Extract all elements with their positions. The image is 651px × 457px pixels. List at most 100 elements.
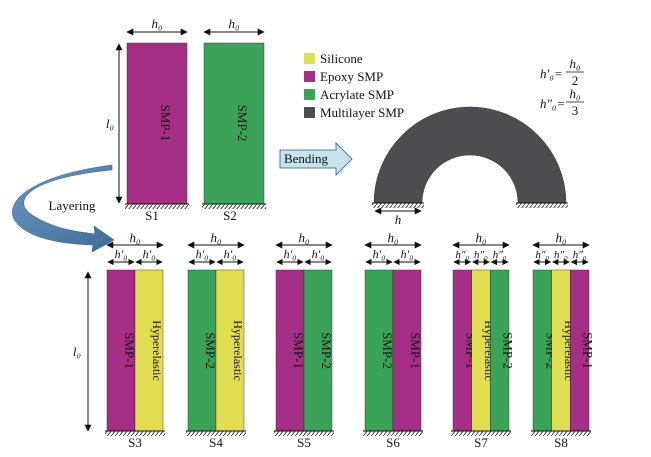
layer-strip <box>134 269 164 432</box>
l0-label: l₀ <box>106 116 114 131</box>
multilayer-arch: h <box>372 106 568 227</box>
sample-id: S2 <box>223 208 237 223</box>
sub-width-label: h″₀ <box>474 249 488 261</box>
sub-width-label: h′₀ <box>284 247 297 261</box>
h0-label: h₀ <box>151 16 162 31</box>
svg-text:2: 2 <box>572 73 579 88</box>
h0-label: h₀ <box>210 230 221 245</box>
sub-width-label: h′₀ <box>401 247 414 261</box>
fixed-base-hatch <box>105 431 165 436</box>
legend-label: Epoxy SMP <box>320 69 383 84</box>
fixed-base-hatch <box>372 203 424 208</box>
fixed-base-hatch <box>531 431 591 436</box>
sub-width-label: h′₀ <box>312 247 325 261</box>
legend-label: Multilayer SMP <box>320 105 404 120</box>
smp1-strip <box>126 42 188 205</box>
formula-hpp: h″₀= h₀ 3 <box>540 86 584 118</box>
legend-label: Silicone <box>320 51 363 66</box>
fixed-base-hatch <box>202 204 266 209</box>
legend-swatch <box>304 71 315 82</box>
smp2-strip <box>203 42 265 205</box>
strip-label: Hyperelastic <box>231 320 245 381</box>
fixed-base-hatch <box>186 431 246 436</box>
sub-width-label: h″₀ <box>493 249 507 261</box>
sub-width-label: h′₀ <box>115 247 128 261</box>
svg-text:h″₀=: h″₀= <box>540 96 565 111</box>
sample-s3: h₀h′₀ h′₀ SMP-1 Hyperelastic S3 <box>105 230 165 450</box>
sub-width-label: h″₀ <box>554 249 568 261</box>
legend: Silicone Epoxy SMP Acrylate SMP Multilayer … <box>304 51 404 120</box>
strip-label: SMP-1 <box>158 105 173 142</box>
layer-strip <box>215 269 245 432</box>
h0-label: h₀ <box>555 230 566 245</box>
fixed-base-hatch <box>363 431 423 436</box>
bending-arrow: Bending <box>279 142 353 176</box>
layering-label: Layering <box>49 198 96 213</box>
strip-label: Hyperelastic <box>150 320 164 381</box>
sample-id: S3 <box>128 435 142 450</box>
sample-s6: h₀h′₀ h′₀ SMP-2 SMP-1 S6 <box>363 230 423 450</box>
h0-label: h₀ <box>129 230 140 245</box>
layer-strip <box>364 269 394 432</box>
legend-swatch <box>304 107 315 118</box>
legend-item: Acrylate SMP <box>304 87 394 102</box>
strip-label: SMP-2 <box>380 332 395 369</box>
fixed-base-hatch <box>125 204 189 209</box>
layering-arrow: Layering <box>12 164 115 253</box>
fixed-base-hatch <box>516 203 568 208</box>
sub-width-label: h′₀ <box>143 247 156 261</box>
legend-item: Silicone <box>304 51 363 66</box>
strip-label: SMP-2 <box>203 332 218 369</box>
sample-id: S1 <box>145 208 159 223</box>
legend-item: Epoxy SMP <box>304 69 383 84</box>
top-samples: h₀ SMP-1 S1 h₀ SMP-2 S2 l₀ <box>106 16 266 223</box>
sample-s1: h₀ SMP-1 S1 <box>125 16 189 223</box>
h0-label: h₀ <box>475 230 486 245</box>
sample-s5: h₀h′₀ h′₀ SMP-1 SMP-2 S5 <box>274 230 334 450</box>
bent-multilayer-sample <box>373 106 567 204</box>
strip-label: SMP-2 <box>235 105 250 142</box>
h-label: h <box>395 212 402 227</box>
legend-label: Acrylate SMP <box>320 87 394 102</box>
sub-width-label: h″₀ <box>455 249 469 261</box>
l0-label: l₀ <box>73 344 81 359</box>
sample-s2: h₀ SMP-2 S2 <box>202 16 266 223</box>
bending-label: Bending <box>284 151 329 166</box>
h0-label: h₀ <box>387 230 398 245</box>
sample-id: S6 <box>386 435 400 450</box>
sub-width-label: h′₀ <box>373 247 386 261</box>
formula-hp: h′₀= h₀ 2 <box>540 56 584 88</box>
legend-item: Multilayer SMP <box>304 105 404 120</box>
strip-label: SMP-2 <box>501 332 516 369</box>
strip-label: SMP-1 <box>291 332 306 369</box>
layer-strip <box>392 269 422 432</box>
sample-id: S4 <box>209 435 223 450</box>
svg-text:h₀: h₀ <box>569 56 580 71</box>
strip-label: SMP-1 <box>581 332 596 369</box>
layer-strip <box>275 269 305 432</box>
legend-swatch <box>304 53 315 64</box>
fixed-base-hatch <box>274 431 334 436</box>
strip-label: SMP-1 <box>122 332 137 369</box>
fixed-base-hatch <box>451 431 511 436</box>
layer-strip <box>187 269 217 432</box>
svg-text:h′₀=: h′₀= <box>540 66 563 81</box>
sample-id: S7 <box>474 435 488 450</box>
sub-width-label: h″₀ <box>535 249 549 261</box>
h0-label: h₀ <box>228 16 239 31</box>
sub-width-label: h″₀ <box>573 249 587 261</box>
svg-text:h₀: h₀ <box>569 86 580 101</box>
layer-strip <box>106 269 136 432</box>
sub-width-label: h′₀ <box>224 247 237 261</box>
svg-text:3: 3 <box>572 103 579 118</box>
sample-id: S5 <box>297 435 311 450</box>
sample-id: S8 <box>554 435 568 450</box>
sub-width-label: h′₀ <box>196 247 209 261</box>
h0-label: h₀ <box>298 230 309 245</box>
strip-label: SMP-2 <box>319 332 334 369</box>
layer-strip <box>303 269 333 432</box>
